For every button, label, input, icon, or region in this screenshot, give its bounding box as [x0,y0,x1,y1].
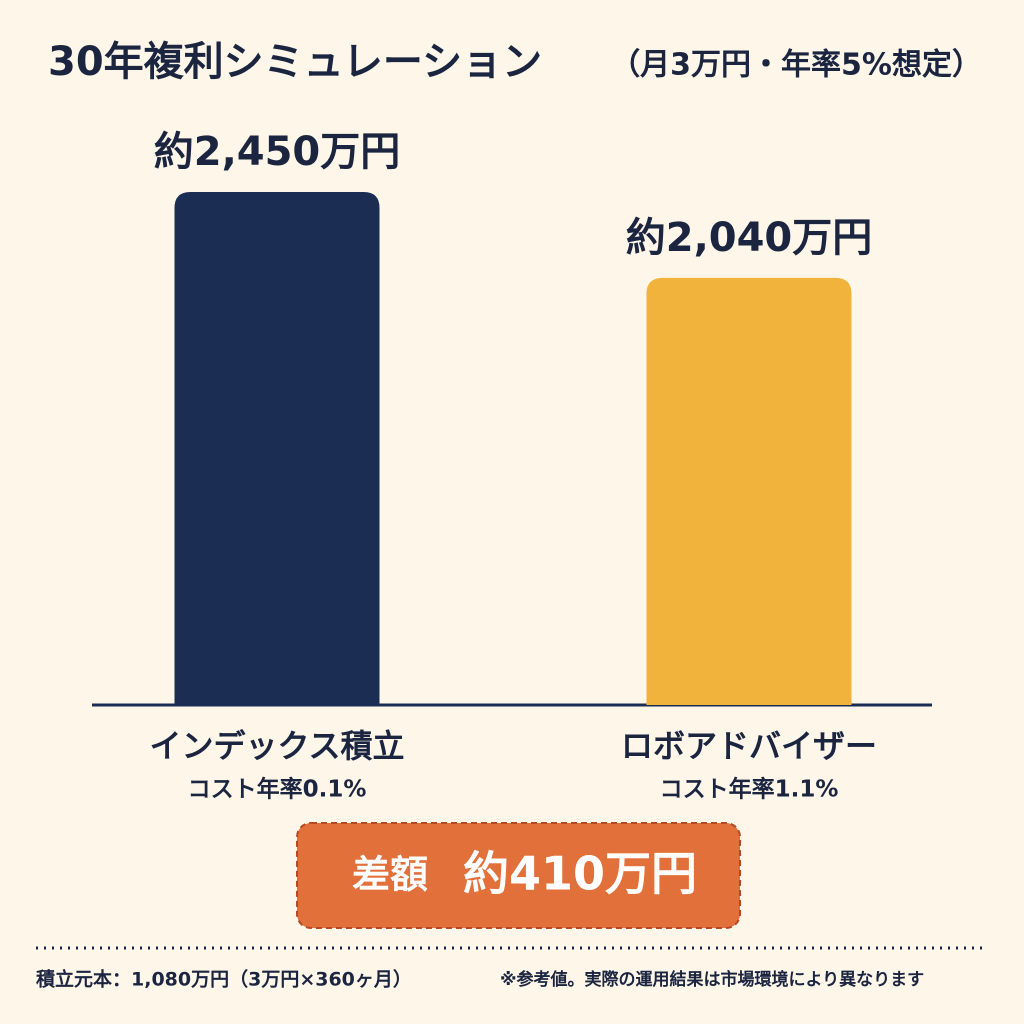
category-sublabel: コスト年率0.1% [188,776,367,803]
chart-title: 30年複利シミュレーション [48,39,542,85]
difference-value: 約410万円 [463,847,697,901]
category-label: ロボアドバイザー [621,727,877,765]
difference-box [296,822,741,929]
value-label: 約2,450万円 [154,129,401,175]
category-label: インデックス積立 [149,727,404,765]
bar [646,277,852,705]
chart-subtitle: （月3万円・年率5%想定） [610,48,982,83]
category-sublabel: コスト年率1.1% [660,776,839,803]
difference-label: 差額 [352,853,428,897]
footnote: ※参考値。実際の運用結果は市場環境により異なります [500,969,924,990]
value-label: 約2,040万円 [626,215,873,261]
bar [174,192,380,705]
footnote: 積立元本：1,080万円（3万円×360ヶ月） [36,968,412,991]
